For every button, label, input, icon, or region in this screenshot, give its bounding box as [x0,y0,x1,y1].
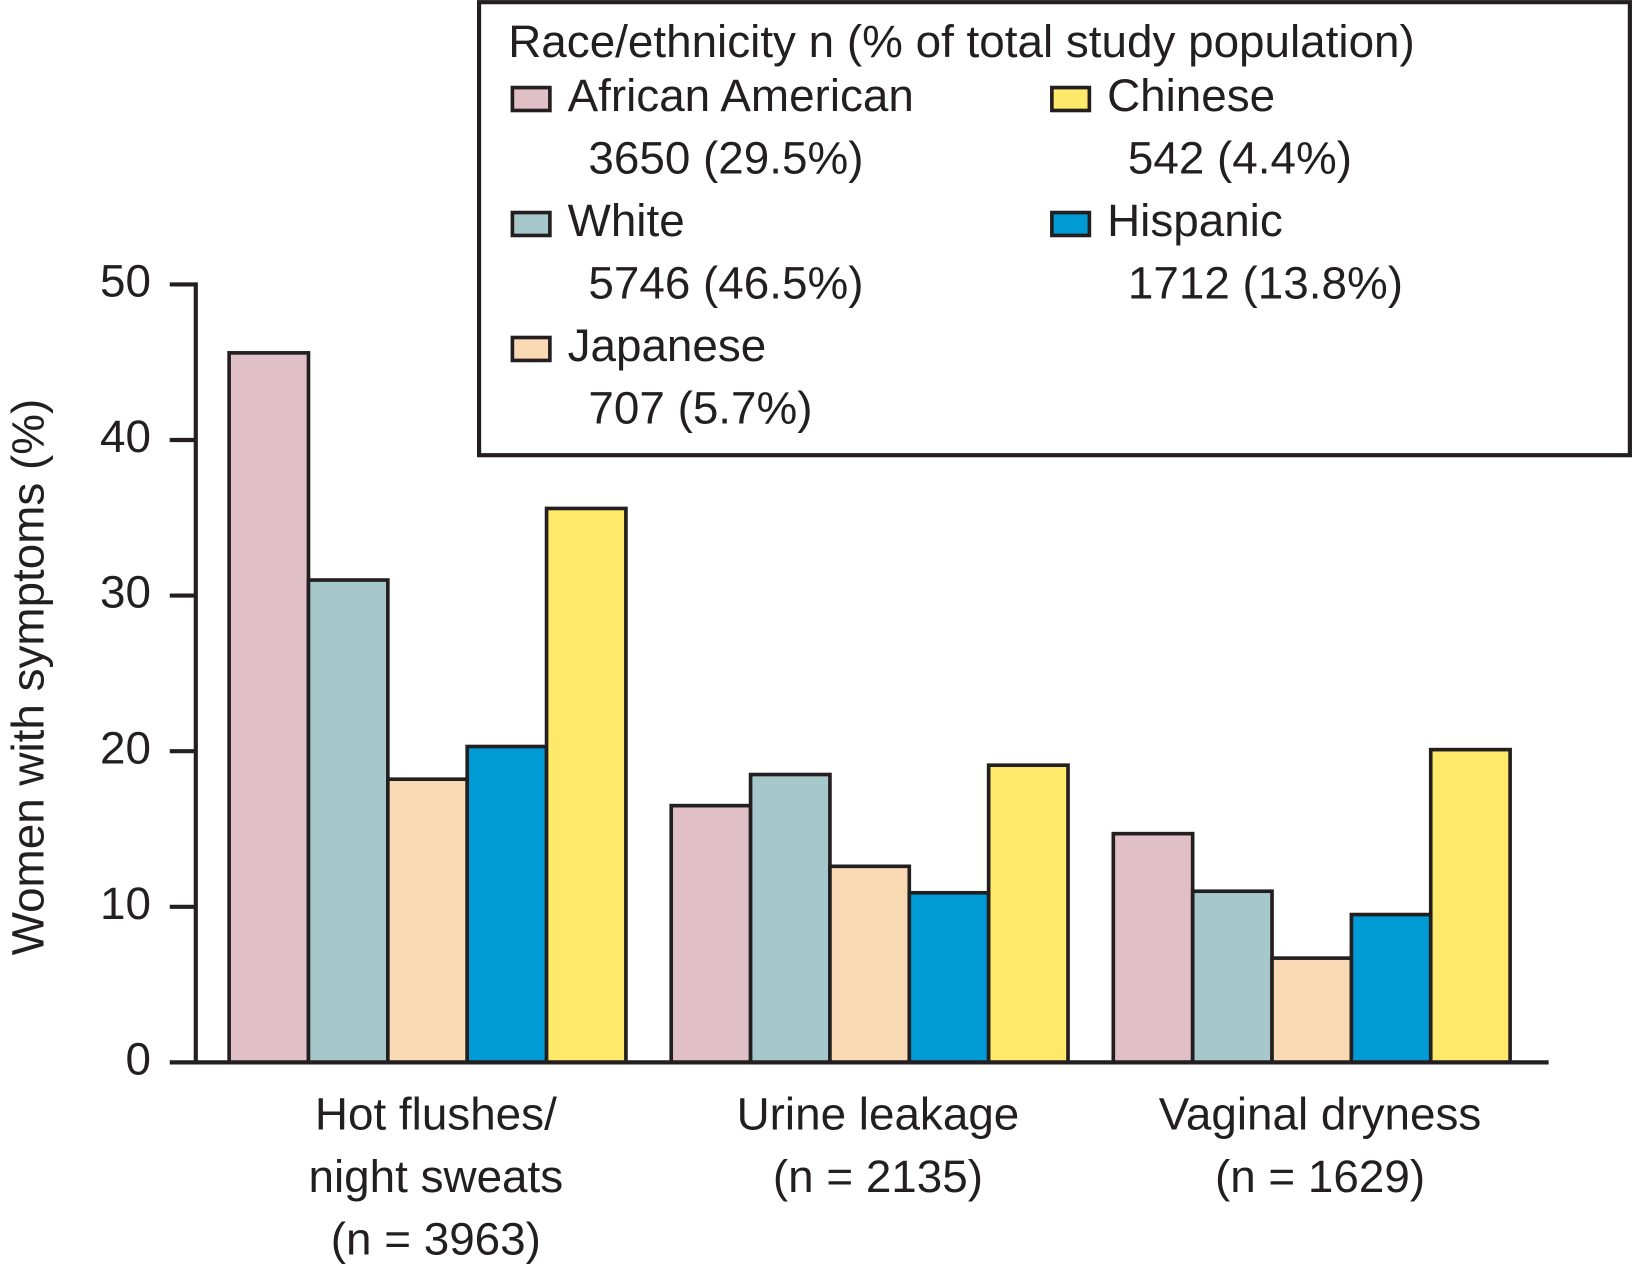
legend-swatch [510,335,552,363]
legend-swatch [1050,85,1092,113]
legend-label: White [568,195,685,246]
x-tick-label: Urine leakage [737,1089,1020,1140]
legend-label: Chinese [1107,70,1275,121]
legend-detail: 5746 (46.5%) [588,258,863,309]
bar [907,890,991,1065]
bar [1111,831,1195,1065]
bar [386,777,470,1065]
legend-swatch [510,85,552,113]
bar [1349,912,1433,1065]
bar [669,803,753,1065]
legend-swatch [510,210,552,238]
bar [828,864,912,1065]
legend-swatch [1050,210,1092,238]
x-tick-label: night sweats [309,1151,564,1202]
legend-detail: 542 (4.4%) [1128,133,1352,184]
legend-detail: 3650 (29.5%) [588,133,863,184]
x-tick-label: (n = 3963) [331,1214,541,1265]
bar [306,578,390,1065]
bar [986,763,1070,1065]
y-tick-label: 0 [126,1033,151,1084]
legend-detail: 707 (5.7%) [588,383,812,434]
bar [544,506,628,1065]
y-axis-label: Women with symptoms (%) [2,399,53,956]
legend-label: African American [568,70,914,121]
y-tick-label: 20 [100,722,151,773]
bar [227,351,311,1065]
x-tick-label: (n = 2135) [773,1151,983,1202]
x-tick-label: (n = 1629) [1215,1151,1425,1202]
bar [748,772,832,1065]
y-tick-label: 50 [100,256,151,307]
bar [465,744,549,1065]
bar [1428,747,1512,1065]
bar [1190,889,1274,1065]
x-tick-label: Hot flushes/ [315,1089,557,1140]
x-tick-label: Vaginal dryness [1159,1089,1482,1140]
y-tick-label: 10 [100,878,151,929]
legend-label: Japanese [568,320,767,371]
legend-title: Race/ethnicity n (% of total study popul… [508,16,1415,67]
y-tick-label: 30 [100,567,151,618]
legend-detail: 1712 (13.8%) [1128,258,1403,309]
bar [1270,956,1354,1065]
y-tick-label: 40 [100,411,151,462]
legend-label: Hispanic [1107,195,1283,246]
